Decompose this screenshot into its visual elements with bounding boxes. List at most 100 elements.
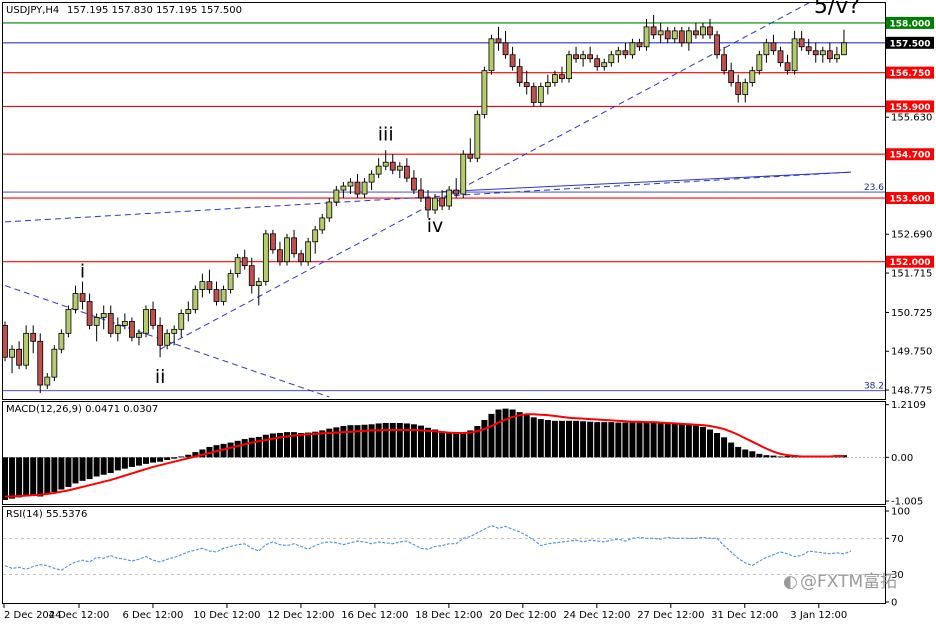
candle [601, 58, 608, 71]
rsi-tick-label: 30 [891, 570, 904, 581]
macd-bar [333, 427, 340, 458]
candle [143, 305, 149, 338]
candle [495, 26, 502, 51]
time-tick-label: 18 Dec 12:00 [415, 610, 482, 621]
candle [107, 305, 114, 338]
macd-bar [615, 422, 622, 458]
price-tick-label: 155.630 [891, 113, 932, 124]
macd-bar [291, 432, 298, 458]
macd-bar [692, 425, 699, 458]
macd-bar [58, 457, 65, 490]
candle [51, 345, 58, 382]
candle [403, 158, 410, 183]
rsi-title: RSI(14) 55.5376 [6, 509, 87, 520]
candle [481, 66, 488, 119]
time-tick-label: 27 Dec 12:00 [637, 610, 704, 621]
candle [460, 150, 467, 199]
candle [79, 281, 86, 310]
candle [587, 46, 594, 63]
macd-bar [44, 457, 51, 495]
candle [389, 154, 396, 175]
candle [622, 42, 629, 59]
macd-bar [601, 422, 608, 458]
candle [9, 345, 15, 374]
time-tick-label: 2 Dec 2024 [4, 610, 62, 621]
rsi-layer [3, 524, 885, 576]
macd-bar [530, 417, 537, 458]
macd-bar [312, 431, 319, 458]
candle [671, 26, 678, 43]
price-tick-label: 148.775 [891, 386, 932, 397]
macd-bar [453, 433, 460, 458]
wave-label-1: ii [155, 366, 166, 388]
candle [685, 26, 692, 51]
macd-bar [587, 421, 594, 458]
macd-bar [537, 419, 544, 458]
macd-bar [128, 457, 135, 467]
trend-line-3 [442, 171, 852, 193]
time-tick-label: 6 Dec 12:00 [123, 610, 184, 621]
macd-bar [481, 419, 488, 458]
candle [58, 329, 65, 354]
candle [277, 241, 283, 266]
macd-title: MACD(12,26,9) 0.0471 0.0307 [6, 404, 158, 415]
candle [636, 38, 643, 51]
candle [150, 301, 156, 330]
candle [819, 46, 826, 63]
symbol-label: USDJPY,H4 [6, 5, 59, 16]
candle [164, 329, 171, 350]
price-box-3: 155.900 [886, 100, 934, 113]
macd-bar [495, 409, 502, 458]
macd-bar [114, 457, 121, 471]
price-tick-label: 151.715 [891, 269, 932, 280]
candle [580, 50, 586, 67]
candle [678, 26, 685, 47]
candle [573, 46, 579, 63]
macd-bar [425, 427, 431, 458]
price-pane [2, 2, 886, 400]
candle [44, 373, 51, 390]
macd-bar [558, 420, 565, 458]
macd-bar [721, 437, 728, 458]
wave-label-4: 5/v? [814, 0, 860, 19]
macd-bar [749, 451, 756, 458]
rsi-line [4, 524, 852, 571]
trend-line-1 [159, 3, 809, 350]
price-box-5: 153.600 [886, 192, 934, 205]
macd-bar [446, 432, 453, 458]
candle [157, 317, 164, 358]
macd-bar [220, 443, 227, 458]
macd-bar [622, 422, 629, 458]
macd-bar [79, 457, 86, 481]
candle [100, 305, 107, 330]
candle [65, 305, 72, 338]
candle [735, 74, 742, 103]
candle [467, 138, 474, 163]
macd-bar [248, 437, 255, 458]
macd-bar [763, 455, 770, 458]
axis-layer: 158.000 157.500 156.750 155.900155.630 154.7… [3, 16, 934, 621]
candle [206, 269, 213, 294]
candle [185, 301, 192, 322]
time-tick-label: 3 Jan 12:00 [790, 610, 847, 621]
price-box-1: 157.500 [886, 36, 934, 49]
rsi-tick-label: 70 [891, 534, 904, 545]
candle [537, 82, 544, 107]
candle [700, 22, 706, 39]
candle [608, 50, 615, 67]
macd-bar [657, 423, 664, 458]
fxtm-watermark: ◐ @FXTM富拓 [783, 572, 897, 592]
svg-text:154.700: 154.700 [890, 151, 931, 161]
macd-bar [30, 457, 37, 496]
rsi-tick-label: 0 [891, 598, 897, 609]
candle [714, 30, 720, 59]
macd-bar [150, 457, 157, 463]
macd-tick-label: -1.005 [891, 497, 923, 508]
candle [298, 249, 305, 266]
macd-bar [37, 457, 44, 497]
macd-bar [284, 432, 290, 458]
candle [192, 285, 199, 314]
candle [707, 18, 713, 39]
candle [784, 54, 791, 75]
macd-bar [756, 453, 763, 458]
